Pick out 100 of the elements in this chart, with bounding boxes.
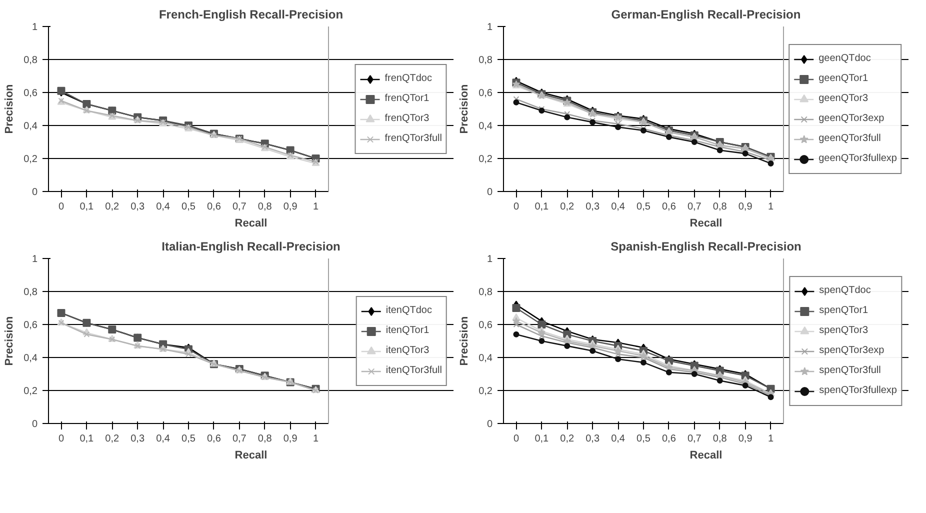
- x-tick-label: 0,9: [283, 202, 298, 212]
- legend-label: spenQTor3full: [819, 365, 881, 376]
- y-axis-title: Precision: [4, 316, 16, 366]
- y-tick-label: 0,4: [478, 121, 493, 132]
- x-tick-label: 0,1: [80, 434, 94, 444]
- y-tick-label: 0,4: [478, 353, 493, 364]
- y-tick-label: 0,6: [24, 320, 38, 331]
- y-tick-label: 0: [486, 419, 493, 430]
- legend-label: itenQTor1: [386, 325, 430, 336]
- y-axis-title: Precision: [458, 84, 471, 134]
- legend-label: geenQTor3exp: [818, 113, 884, 124]
- x-tick-label: 0,2: [560, 434, 575, 444]
- x-tick-label: 0,3: [130, 202, 145, 212]
- x-tick-label: 0,6: [662, 202, 676, 212]
- x-tick-label: 0,4: [156, 202, 170, 212]
- y-tick-label: 0,4: [24, 121, 38, 132]
- y-tick-label: 0,6: [24, 88, 38, 99]
- y-tick-label: 0,8: [24, 287, 38, 298]
- x-tick-label: 0,7: [687, 434, 702, 444]
- chart-title: French-English Recall-Precision: [158, 8, 344, 22]
- x-tick-label: 0,1: [534, 434, 550, 444]
- legend-label: frenQTor3: [384, 113, 430, 124]
- x-tick-label: 0,8: [258, 202, 272, 212]
- x-tick-label: 0: [58, 202, 64, 212]
- x-tick-label: 0: [513, 434, 520, 444]
- x-tick-label: 0,1: [80, 202, 94, 212]
- x-tick-label: 0,5: [636, 202, 651, 212]
- y-tick-label: 0,4: [24, 353, 38, 364]
- x-tick-label: 0,8: [712, 434, 728, 444]
- legend-label: spenQTor3fullexp: [819, 385, 897, 396]
- x-tick-label: 0,5: [182, 434, 196, 444]
- y-tick-label: 0: [486, 187, 493, 198]
- legend-label: frenQTor1: [384, 93, 430, 104]
- y-tick-label: 0,2: [478, 154, 493, 165]
- x-tick-label: 1: [312, 434, 319, 444]
- legend-label: geenQTor3fullexp: [818, 153, 897, 164]
- x-tick-label: 0,5: [636, 434, 651, 444]
- y-tick-label: 0: [32, 187, 38, 198]
- x-tick-label: 0,5: [182, 202, 196, 212]
- legend-label: geenQTor1: [818, 73, 868, 84]
- x-tick-label: 0: [58, 434, 64, 444]
- x-tick-label: 0,6: [207, 434, 222, 444]
- y-axis-title: Precision: [4, 84, 16, 134]
- x-tick-label: 0,8: [258, 434, 272, 444]
- x-tick-label: 0,4: [156, 434, 170, 444]
- x-tick-label: 0,2: [560, 202, 575, 212]
- x-tick-label: 0,3: [586, 434, 600, 444]
- y-tick-label: 0,8: [478, 55, 493, 66]
- chart-title: German-English Recall-Precision: [611, 8, 801, 22]
- legend-label: geenQTor3full: [818, 133, 881, 144]
- y-tick-label: 0,2: [24, 154, 38, 165]
- x-tick-label: 0,4: [611, 434, 626, 444]
- x-tick-label: 0,3: [130, 434, 145, 444]
- x-tick-label: 0,9: [283, 434, 298, 444]
- legend-label: geenQTor3: [818, 93, 868, 104]
- x-tick-label: 0: [513, 202, 520, 212]
- x-tick-label: 0,6: [662, 434, 676, 444]
- x-tick-label: 1: [768, 202, 774, 212]
- y-tick-label: 0,2: [478, 386, 493, 397]
- legend-label: spenQTdoc: [819, 285, 871, 296]
- x-tick-label: 0,1: [534, 202, 550, 212]
- x-axis-title: Recall: [234, 218, 268, 230]
- x-tick-label: 0,7: [232, 434, 247, 444]
- legend-label: frenQTor3full: [384, 133, 442, 144]
- chart-title: Italian-English Recall-Precision: [162, 240, 340, 254]
- x-tick-label: 0,2: [105, 434, 120, 444]
- legend-label: itenQTor3full: [386, 365, 442, 376]
- x-tick-label: 0,4: [611, 202, 626, 212]
- y-tick-label: 0,2: [24, 386, 38, 397]
- legend-label: spenQTor1: [819, 305, 868, 316]
- x-tick-label: 0,9: [738, 202, 753, 212]
- x-tick-label: 1: [312, 202, 319, 212]
- x-axis-title: Recall: [690, 450, 722, 462]
- y-tick-label: 1: [32, 254, 38, 265]
- y-tick-label: 0: [32, 419, 38, 430]
- y-tick-label: 0,8: [478, 287, 493, 298]
- x-tick-label: 0,6: [207, 202, 222, 212]
- legend-label: itenQTdoc: [386, 305, 432, 316]
- x-tick-label: 0,7: [232, 202, 247, 212]
- y-axis-title: Precision: [458, 316, 471, 366]
- x-tick-label: 0,7: [687, 202, 702, 212]
- x-tick-label: 0,8: [712, 202, 728, 212]
- y-tick-label: 0,6: [478, 88, 493, 99]
- legend-label: geenQTdoc: [818, 53, 871, 64]
- y-tick-label: 0,8: [24, 55, 38, 66]
- y-tick-label: 1: [32, 22, 38, 33]
- x-tick-label: 1: [768, 434, 774, 444]
- y-tick-label: 1: [486, 254, 493, 265]
- legend-label: itenQTor3: [386, 345, 430, 356]
- legend-label: frenQTdoc: [384, 73, 432, 84]
- x-tick-label: 0,2: [105, 202, 120, 212]
- legend-label: spenQTor3exp: [819, 345, 884, 356]
- y-tick-label: 1: [486, 22, 493, 33]
- legend-label: spenQTor3: [819, 325, 868, 336]
- chart-title: Spanish-English Recall-Precision: [610, 240, 802, 254]
- x-tick-label: 0,9: [738, 434, 753, 444]
- x-axis-title: Recall: [234, 450, 268, 462]
- x-tick-label: 0,3: [586, 202, 600, 212]
- y-tick-label: 0,6: [478, 320, 493, 331]
- x-axis-title: Recall: [690, 218, 722, 230]
